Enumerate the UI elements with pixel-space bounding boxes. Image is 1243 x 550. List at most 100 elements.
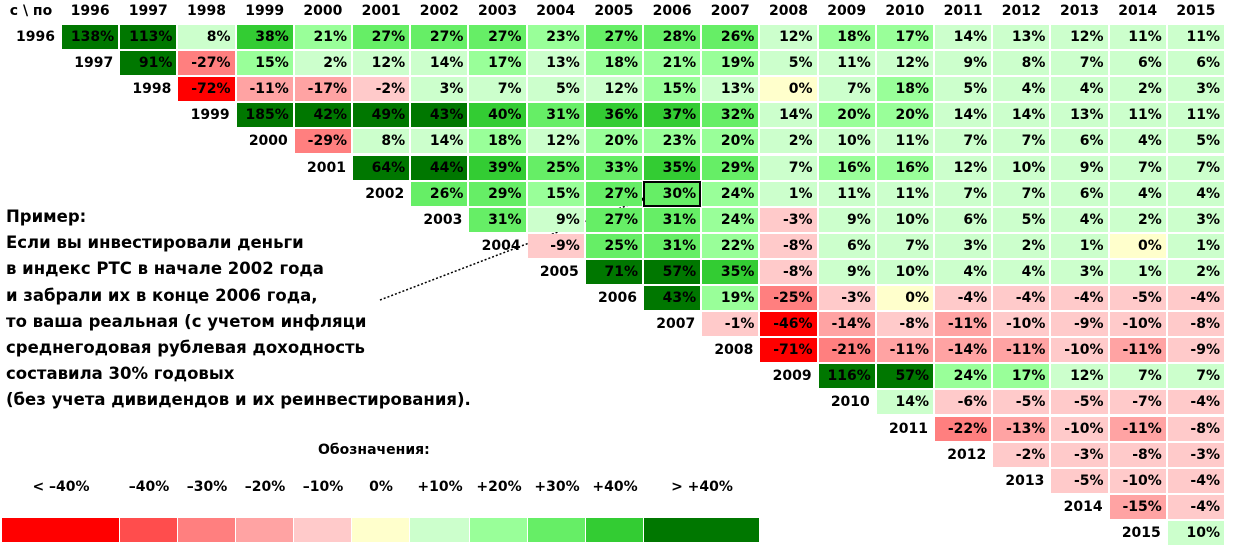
- heatmap-cell: 26%: [702, 25, 759, 49]
- heatmap-cell: 6%: [818, 233, 875, 258]
- heatmap-cell: 43%: [644, 286, 701, 310]
- heatmap-cell: 2%: [993, 233, 1050, 258]
- heatmap-cell: -9%: [1051, 312, 1108, 337]
- legend-label: –30%: [186, 479, 228, 495]
- legend-label: +40%: [592, 479, 638, 495]
- heatmap-cell: 32%: [702, 103, 759, 128]
- column-header: 1998: [187, 3, 226, 19]
- heatmap-cell: 2%: [1109, 77, 1166, 102]
- heatmap-cell: 9%: [818, 259, 875, 284]
- column-header: 2004: [536, 3, 576, 19]
- heatmap-cell: 31%: [644, 207, 701, 232]
- column-header: 1997: [128, 3, 168, 19]
- heatmap-cell: 11%: [818, 181, 875, 206]
- heatmap-cell: 18%: [818, 25, 875, 49]
- heatmap-cell: 1%: [1051, 233, 1108, 258]
- heatmap-cell: 14%: [993, 103, 1050, 128]
- legend-swatch: [178, 518, 235, 542]
- example-note-line: среднегодовая рублевая доходность: [6, 338, 365, 357]
- heatmap-cell: -1%: [702, 312, 759, 337]
- heatmap-cell: 36%: [585, 103, 642, 128]
- heatmap-cell: -8%: [1167, 312, 1224, 337]
- heatmap-cell: 11%: [818, 51, 875, 76]
- heatmap-cell: -7%: [1109, 390, 1166, 415]
- legend-label: +30%: [534, 479, 580, 495]
- heatmap-cell: 7%: [469, 77, 526, 102]
- legend-title: Обозначения:: [318, 442, 430, 458]
- row-label: 1996: [16, 29, 55, 45]
- heatmap-cell: 7%: [935, 181, 992, 206]
- heatmap-cell: -15%: [1109, 494, 1166, 519]
- heatmap-cell: 26%: [411, 181, 468, 206]
- heatmap-cell: 29%: [702, 155, 759, 180]
- heatmap-cell: 31%: [644, 233, 701, 258]
- heatmap-cell: 64%: [353, 155, 410, 180]
- heatmap-cell: 4%: [993, 259, 1050, 284]
- heatmap-cell: 16%: [818, 155, 875, 180]
- heatmap-cell: 19%: [702, 51, 759, 76]
- heatmap-cell: -3%: [1051, 442, 1108, 467]
- legend-swatch: [2, 518, 119, 542]
- heatmap-cell: 12%: [1051, 25, 1108, 49]
- heatmap-cell: 6%: [1167, 51, 1224, 76]
- heatmap-cell: -25%: [760, 286, 817, 310]
- heatmap-cell: 18%: [469, 129, 526, 154]
- heatmap-cell: 13%: [1051, 103, 1108, 128]
- example-note-line: Пример:: [6, 207, 87, 226]
- heatmap-cell: -11%: [935, 312, 992, 337]
- heatmap-cell: 7%: [935, 129, 992, 154]
- legend-label: –10%: [302, 479, 344, 495]
- row-label: 2004: [481, 237, 521, 254]
- heatmap-cell: 30%: [642, 180, 702, 207]
- heatmap-cell: -11%: [236, 77, 293, 102]
- column-header: 2008: [769, 3, 808, 19]
- heatmap-cell: -10%: [1109, 468, 1166, 493]
- heatmap-cell: 12%: [760, 25, 817, 49]
- heatmap-cell: 22%: [702, 233, 759, 258]
- heatmap-cell: 7%: [993, 181, 1050, 206]
- heatmap-cell: 9%: [1051, 155, 1108, 180]
- heatmap-cell: 49%: [353, 103, 410, 128]
- heatmap-cell: 10%: [876, 259, 933, 284]
- heatmap-cell: 7%: [1051, 51, 1108, 76]
- row-label: 2009: [772, 368, 812, 385]
- heatmap-cell: 14%: [760, 103, 817, 128]
- heatmap-cell: 27%: [469, 25, 526, 49]
- heatmap-cell: -4%: [1167, 494, 1224, 519]
- heatmap-cell: 14%: [935, 25, 992, 49]
- heatmap-cell: -6%: [935, 390, 992, 415]
- column-header: 1996: [70, 3, 110, 19]
- heatmap-cell: 11%: [1167, 25, 1224, 49]
- heatmap-cell: 3%: [411, 77, 468, 102]
- heatmap-cell: -8%: [1167, 416, 1224, 441]
- heatmap-cell: 23%: [527, 25, 584, 49]
- column-header: 2006: [652, 3, 692, 19]
- heatmap-cell: 15%: [644, 77, 701, 102]
- heatmap-cell: 24%: [935, 364, 992, 389]
- column-header: 2005: [594, 3, 634, 19]
- column-header: 1999: [245, 3, 285, 19]
- heatmap-cell: -8%: [760, 259, 817, 284]
- column-header: 2007: [710, 3, 750, 19]
- heatmap-cell: 7%: [760, 155, 817, 180]
- column-header: 2001: [361, 3, 401, 19]
- heatmap-cell: 14%: [935, 103, 992, 128]
- row-label: 2002: [365, 185, 405, 202]
- heatmap-cell: 8%: [993, 51, 1050, 76]
- heatmap-cell: -72%: [178, 77, 235, 102]
- heatmap-cell: -14%: [935, 338, 992, 363]
- heatmap-cell: 1%: [1109, 259, 1166, 284]
- heatmap-cell: 14%: [876, 390, 933, 415]
- row-label: 2013: [1005, 472, 1045, 489]
- heatmap-cell: -46%: [760, 312, 817, 337]
- heatmap-cell: 35%: [702, 259, 759, 284]
- heatmap-cell: 10%: [876, 207, 933, 232]
- heatmap-cell: 17%: [876, 25, 933, 49]
- heatmap-cell: -22%: [935, 416, 992, 441]
- column-header: 2002: [419, 3, 459, 19]
- heatmap-cell: 14%: [411, 129, 468, 154]
- heatmap-cell: -11%: [993, 338, 1050, 363]
- heatmap-cell: 138%: [62, 25, 119, 49]
- heatmap-cell: -5%: [993, 390, 1050, 415]
